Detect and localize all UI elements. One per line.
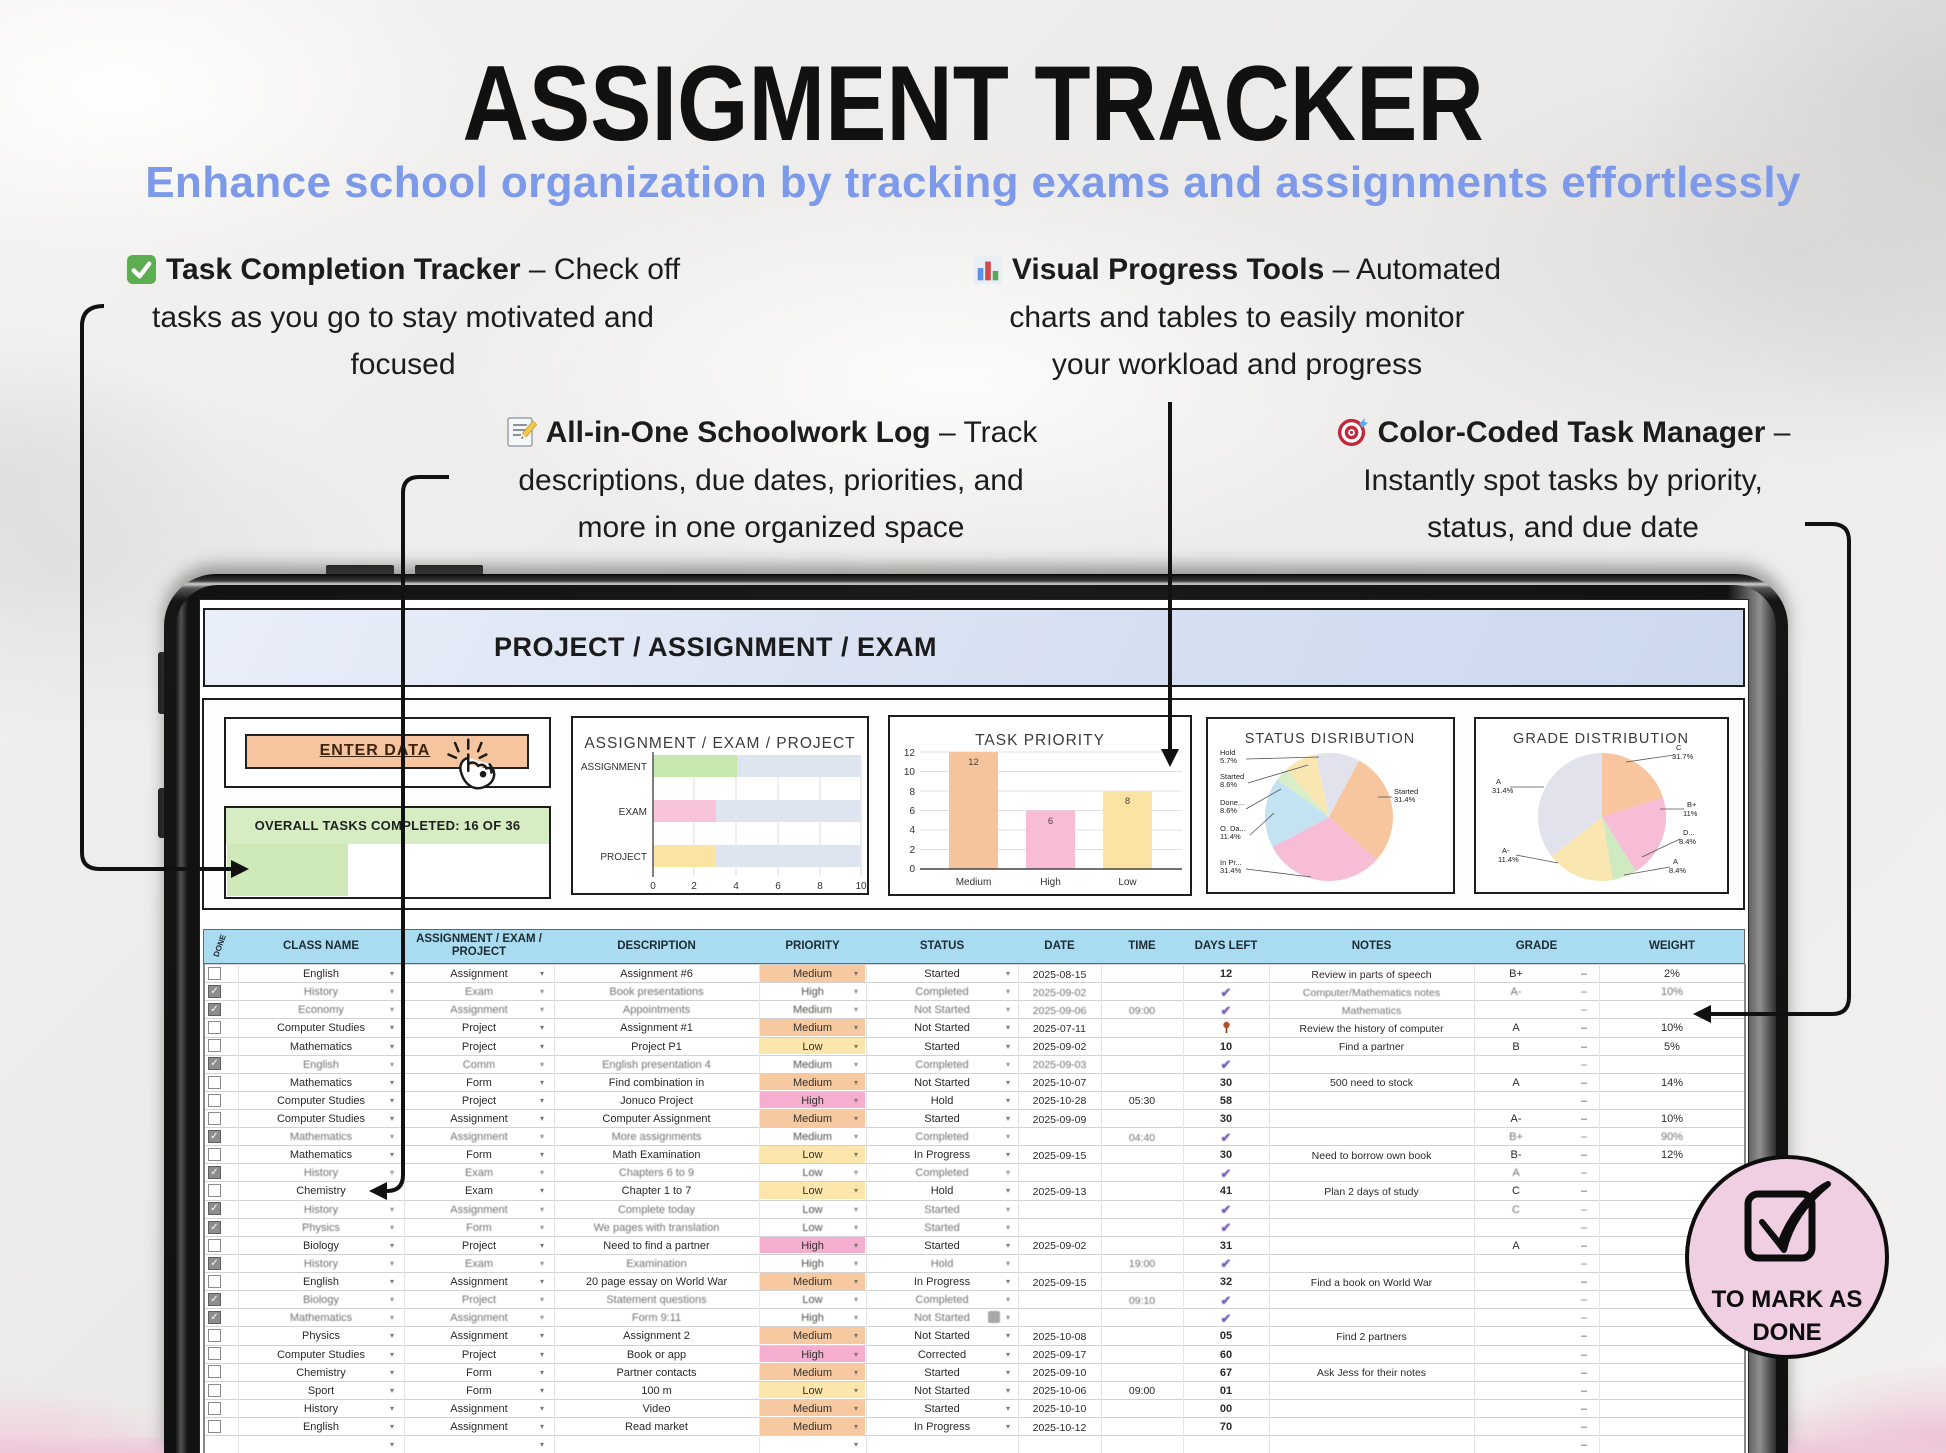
svg-text:Done...: Done... <box>1220 798 1244 807</box>
svg-text:31.7%: 31.7% <box>1672 752 1694 761</box>
svg-text:10: 10 <box>904 767 916 778</box>
svg-text:2: 2 <box>691 881 697 892</box>
svg-text:12: 12 <box>904 748 916 759</box>
svg-text:0: 0 <box>909 864 915 875</box>
svg-text:6: 6 <box>1048 816 1053 827</box>
svg-text:12: 12 <box>968 757 979 768</box>
svg-text:8: 8 <box>909 787 915 798</box>
svg-text:Hold: Hold <box>1220 748 1235 757</box>
svg-text:2: 2 <box>909 845 915 856</box>
svg-text:High: High <box>1040 877 1061 888</box>
svg-text:6: 6 <box>775 881 781 892</box>
svg-text:31.4%: 31.4% <box>1492 786 1514 795</box>
svg-text:31.4%: 31.4% <box>1220 866 1242 875</box>
svg-text:8.6%: 8.6% <box>1220 806 1237 815</box>
svg-text:Low: Low <box>1118 877 1137 888</box>
svg-text:TASK PRIORITY: TASK PRIORITY <box>975 732 1105 749</box>
svg-text:B+: B+ <box>1687 800 1697 809</box>
svg-text:ASSIGNMENT / EXAM / PROJECT: ASSIGNMENT / EXAM / PROJECT <box>584 735 855 752</box>
svg-text:A: A <box>1673 857 1678 866</box>
svg-text:A: A <box>1496 777 1501 786</box>
svg-text:8: 8 <box>817 881 823 892</box>
svg-text:8.4%: 8.4% <box>1669 866 1686 875</box>
svg-text:In Pr...: In Pr... <box>1220 858 1242 867</box>
svg-text:11.4%: 11.4% <box>1498 855 1519 864</box>
svg-text:4: 4 <box>733 881 739 892</box>
svg-text:EXAM: EXAM <box>619 807 647 818</box>
svg-text:Started: Started <box>1220 772 1244 781</box>
svg-text:4: 4 <box>909 825 915 836</box>
svg-text:11%: 11% <box>1683 809 1698 818</box>
svg-text:Started: Started <box>1394 787 1418 796</box>
svg-text:8.4%: 8.4% <box>1679 837 1696 846</box>
svg-text:31.4%: 31.4% <box>1394 795 1416 804</box>
svg-text:C: C <box>1676 743 1682 752</box>
svg-text:8: 8 <box>1125 796 1130 807</box>
svg-text:0: 0 <box>650 881 656 892</box>
svg-text:GRADE DISTRIBUTION: GRADE DISTRIBUTION <box>1513 731 1689 747</box>
svg-text:10: 10 <box>855 881 867 892</box>
svg-text:ASSIGNMENT: ASSIGNMENT <box>581 762 647 773</box>
svg-text:O. Da...: O. Da... <box>1220 824 1246 833</box>
svg-text:8.6%: 8.6% <box>1220 780 1237 789</box>
svg-text:5.7%: 5.7% <box>1220 756 1237 765</box>
svg-text:D...: D... <box>1683 828 1695 837</box>
svg-text:11.4%: 11.4% <box>1220 832 1241 841</box>
svg-text:STATUS DISRIBUTION: STATUS DISRIBUTION <box>1245 731 1416 747</box>
svg-text:PROJECT: PROJECT <box>600 852 647 863</box>
svg-text:Medium: Medium <box>956 877 992 888</box>
svg-text:A-: A- <box>1502 846 1510 855</box>
svg-text:6: 6 <box>909 806 915 817</box>
